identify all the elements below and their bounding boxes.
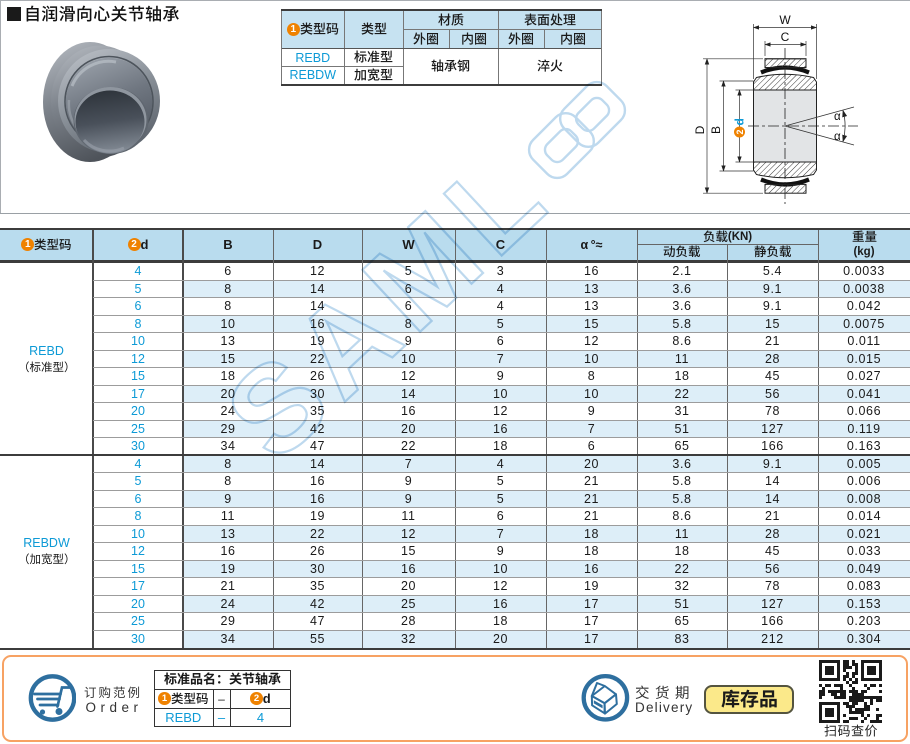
svg-text:2: 2 (735, 129, 745, 134)
svg-text:α: α (834, 131, 841, 143)
svg-text:W: W (779, 13, 791, 27)
svg-text:C: C (781, 30, 790, 44)
svg-text:d: d (733, 118, 747, 125)
svg-text:α: α (834, 111, 841, 123)
svg-text:D: D (693, 125, 707, 134)
svg-text:B: B (709, 126, 723, 134)
